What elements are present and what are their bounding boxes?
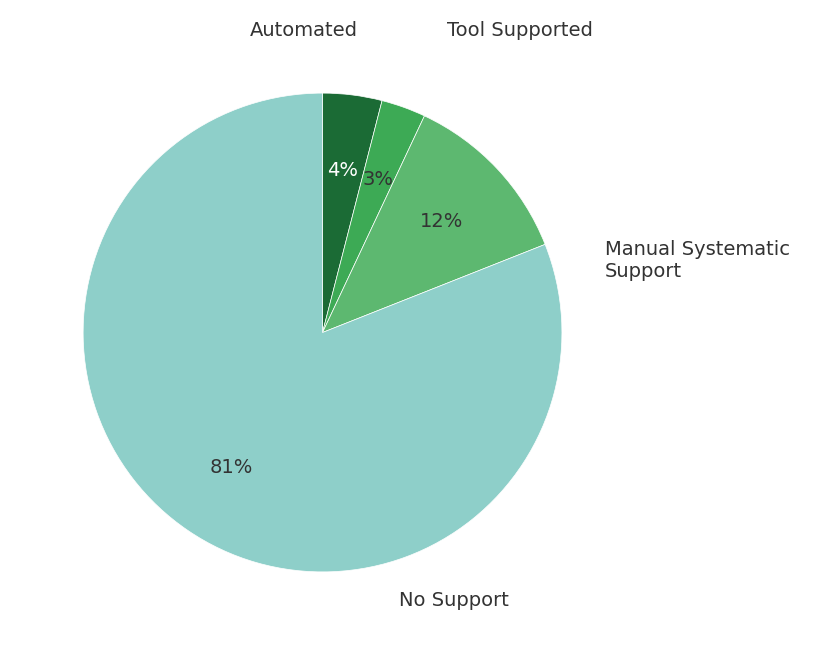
- Text: 12%: 12%: [419, 211, 463, 231]
- Text: 81%: 81%: [209, 458, 253, 477]
- Text: Manual Systematic
Support: Manual Systematic Support: [605, 240, 790, 281]
- Text: No Support: No Support: [399, 591, 509, 610]
- Wedge shape: [84, 93, 562, 572]
- Text: 3%: 3%: [362, 170, 393, 189]
- Text: Tool Supported: Tool Supported: [447, 21, 593, 41]
- Text: Automated: Automated: [250, 21, 357, 41]
- Wedge shape: [323, 93, 382, 332]
- Text: 4%: 4%: [327, 162, 358, 180]
- Wedge shape: [323, 116, 545, 332]
- Wedge shape: [323, 100, 424, 332]
